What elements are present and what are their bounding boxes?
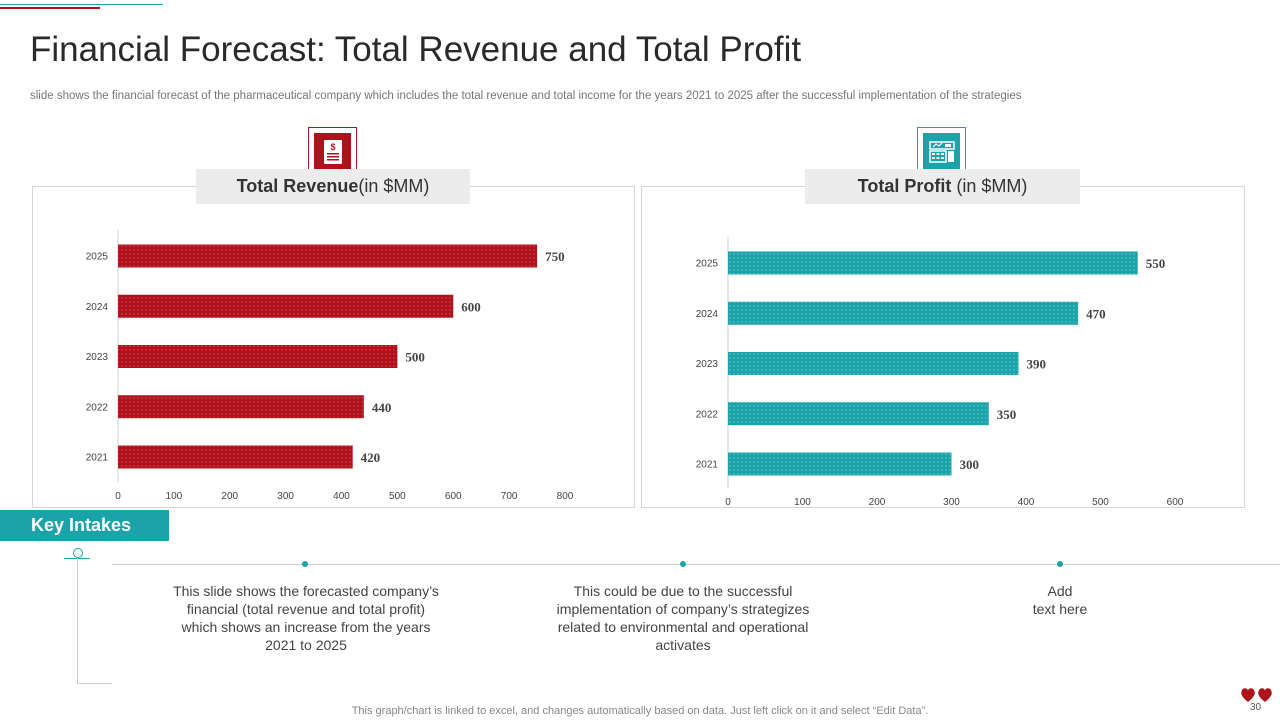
heart-logo-icon [1241, 688, 1272, 702]
revenue-tick-500: 500 [389, 491, 406, 502]
key-point-2: This could be due to the successful impl… [556, 583, 810, 653]
revenue-tick-0: 0 [115, 491, 121, 502]
revenue-tick-100: 100 [166, 491, 183, 502]
profit-tick-500: 500 [1092, 497, 1109, 508]
revenue-tick-200: 200 [221, 491, 238, 502]
revenue-category-label-2021: 2021 [86, 453, 109, 464]
revenue-tick-300: 300 [277, 491, 294, 502]
profit-bar-2022 [728, 402, 989, 426]
profit-tick-300: 300 [943, 497, 960, 508]
calculator-dashboard-icon [923, 133, 960, 170]
timeline-dot-2 [680, 561, 686, 567]
revenue-category-label-2024: 2024 [86, 302, 109, 313]
profit-bar-2021 [728, 452, 952, 476]
top-accent-red [0, 7, 100, 9]
revenue-bar-2025 [118, 244, 538, 268]
profit-bar-2023 [728, 352, 1019, 375]
slide-title: Financial Forecast: Total Revenue and To… [30, 30, 802, 69]
revenue-bar-2024 [118, 294, 454, 318]
revenue-value-label-2025: 750 [545, 249, 565, 264]
revenue-tick-600: 600 [445, 491, 462, 502]
key-intakes-banner: Key Intakes [0, 510, 169, 541]
profit-chart-title: Total Profit (in $MM) [805, 169, 1080, 204]
profit-category-label-2023: 2023 [696, 359, 719, 370]
revenue-icon-box: $ [308, 127, 357, 176]
timeline-dot-3 [1057, 561, 1063, 567]
profit-title-bold: Total Profit [857, 176, 952, 196]
revenue-tick-700: 700 [501, 491, 518, 502]
timeline-dot-1 [302, 561, 308, 567]
revenue-bar-2022 [118, 395, 364, 419]
profit-category-label-2021: 2021 [696, 460, 719, 471]
profit-category-label-2025: 2025 [696, 259, 719, 270]
pin-circle-icon [73, 548, 83, 558]
footer-note: This graph/chart is linked to excel, and… [351, 705, 929, 717]
profit-value-label-2021: 300 [960, 457, 980, 472]
revenue-category-label-2025: 2025 [86, 252, 109, 263]
profit-category-label-2024: 2024 [696, 309, 719, 320]
profit-value-label-2024: 470 [1086, 306, 1106, 321]
profit-tick-100: 100 [794, 497, 811, 508]
profit-category-label-2022: 2022 [696, 409, 719, 420]
revenue-value-label-2023: 500 [405, 350, 425, 365]
revenue-category-label-2022: 2022 [86, 402, 109, 413]
revenue-bar-chart: 2025 750 2024 600 2023 500 2022 440 2021 420 0 100 2… [86, 230, 574, 502]
revenue-value-label-2021: 420 [361, 450, 381, 465]
profit-tick-400: 400 [1018, 497, 1035, 508]
profit-bar-2025 [728, 251, 1138, 275]
profit-icon-box [917, 127, 966, 176]
revenue-value-label-2022: 440 [372, 400, 392, 415]
profit-title-unit: (in $MM) [951, 176, 1028, 196]
timeline-bracket [77, 558, 112, 684]
revenue-bar-2023 [118, 345, 398, 368]
profit-value-label-2023: 390 [1027, 357, 1047, 372]
timeline-line [112, 564, 1280, 565]
profit-tick-600: 600 [1167, 497, 1184, 508]
key-point-1: This slide shows the forecasted company’… [173, 583, 439, 653]
top-accent-teal [0, 4, 163, 5]
slide-subtitle: slide shows the financial forecast of th… [30, 90, 1022, 102]
revenue-title-bold: Total Revenue [236, 176, 359, 196]
profit-tick-0: 0 [725, 497, 731, 508]
revenue-chart-title: Total Revenue(in $MM) [196, 169, 470, 204]
revenue-tick-400: 400 [333, 491, 350, 502]
profit-tick-200: 200 [869, 497, 886, 508]
revenue-title-unit: (in $MM) [358, 176, 430, 196]
revenue-value-label-2024: 600 [461, 299, 481, 314]
page-number: 30 [1250, 702, 1262, 713]
key-point-3: Add text here [1032, 583, 1088, 617]
profit-value-label-2025: 550 [1146, 256, 1166, 271]
dollar-document-icon: $ [314, 133, 351, 170]
revenue-category-label-2023: 2023 [86, 352, 109, 363]
svg-text:$: $ [330, 142, 335, 152]
revenue-tick-800: 800 [557, 491, 574, 502]
revenue-bar-2021 [118, 445, 353, 469]
profit-bar-2024 [728, 301, 1079, 325]
profit-value-label-2022: 350 [997, 407, 1017, 422]
profit-bar-chart: 2025 550 2024 470 2023 390 2022 350 2021 300 0 100 2… [696, 237, 1184, 508]
